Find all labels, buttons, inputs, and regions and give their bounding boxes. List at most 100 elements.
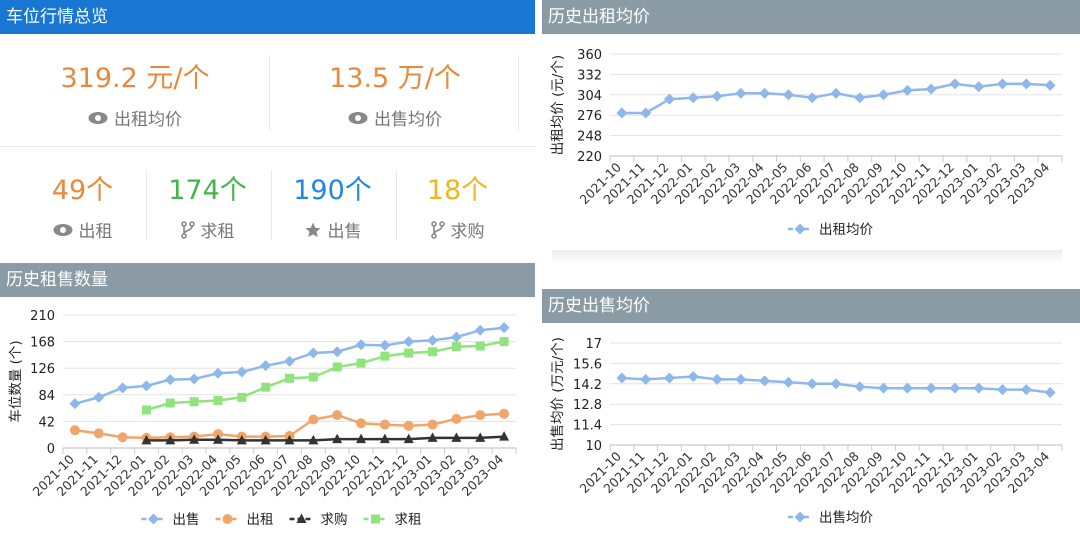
wanted-buy-count-stat[interactable]: 18个 求购 (395, 168, 520, 242)
data-point (308, 414, 319, 425)
data-point (735, 373, 747, 385)
data-point (663, 93, 675, 105)
series-line (146, 340, 505, 412)
data-point (711, 373, 723, 385)
data-point (474, 324, 486, 336)
y-tick-label: 10 (585, 439, 602, 454)
data-point (973, 81, 985, 93)
data-point (427, 419, 438, 430)
data-point (475, 341, 485, 351)
y-tick-label: 14.2 (573, 378, 602, 393)
y-tick-label: 42 (38, 415, 55, 430)
data-point (806, 378, 818, 390)
y-axis-label: 车位数量 (个) (7, 340, 24, 422)
y-tick-label: 220 (577, 150, 602, 165)
legend-marker (794, 223, 806, 235)
y-tick-label: 11.4 (573, 419, 602, 434)
data-point (284, 355, 295, 367)
data-point (403, 420, 414, 431)
y-tick-label: 360 (577, 48, 602, 63)
data-point (616, 107, 628, 119)
legend-label: 出租 (247, 512, 274, 528)
y-tick-label: 276 (577, 109, 602, 124)
data-point (332, 410, 343, 421)
sale-average-value: 13.5 万/个 (329, 63, 461, 94)
divider (271, 170, 272, 240)
rent-average-value: 319.2 元/个 (60, 63, 210, 94)
overview-panel: 车位行情总览 319.2 元/个 出租均价 13.5 万/个 出售均价 49个 … (0, 0, 535, 260)
data-point (901, 382, 913, 394)
rent-average-stat[interactable]: 319.2 元/个 出租均价 (30, 56, 240, 130)
data-point (997, 384, 1009, 396)
data-point (854, 381, 866, 393)
data-point (141, 405, 151, 415)
legend-marker (296, 513, 307, 523)
eye-icon (88, 111, 108, 124)
data-point (830, 378, 842, 390)
data-point (451, 432, 462, 442)
sale-average-stat[interactable]: 13.5 万/个 出售均价 (290, 56, 500, 130)
data-point (616, 372, 628, 384)
eye-icon (348, 111, 368, 124)
data-point (427, 432, 438, 442)
data-point (451, 342, 461, 352)
data-point (475, 410, 486, 421)
sale-price-chart: 1011.412.814.215.6172021-102021-112021-1… (550, 337, 1063, 526)
legend-marker (222, 514, 233, 524)
fork-icon (180, 220, 195, 239)
series-line (146, 435, 505, 442)
volume-title: 历史租售数量 (0, 263, 535, 297)
data-point (403, 336, 415, 348)
data-point (735, 87, 747, 99)
data-point (212, 429, 223, 440)
data-point (356, 433, 367, 444)
data-point (69, 425, 80, 436)
wanted-buy-count-value: 18个 (426, 175, 489, 206)
data-point (782, 89, 794, 101)
panel-shadow (552, 250, 1062, 264)
sale-average-label: 出售均价 (374, 110, 442, 130)
rent-count-value: 49个 (51, 175, 114, 206)
y-tick-label: 17 (585, 337, 602, 352)
data-point (427, 334, 439, 346)
divider (396, 170, 397, 240)
data-point (285, 373, 294, 383)
data-point (499, 431, 510, 441)
data-point (332, 362, 342, 372)
data-point (1020, 384, 1032, 396)
data-point (355, 339, 367, 351)
legend-label: 出售均价 (819, 510, 873, 526)
wanted-rent-count-stat[interactable]: 174个 求租 (145, 168, 270, 242)
data-point (878, 382, 890, 394)
data-point (450, 331, 462, 343)
data-point (379, 339, 391, 351)
data-point (332, 433, 343, 444)
rent-count-stat[interactable]: 49个 出租 (20, 168, 145, 242)
legend-label: 求购 (321, 512, 348, 528)
volume-panel: 历史租售数量 0 42 84 126 168 210 2021-10 2021-11 2021-… (0, 263, 535, 547)
rent-price-panel: 历史出租均价 220 248 276 304 332 360 2021-10 2021-11 2… (542, 0, 1080, 250)
data-point (212, 367, 224, 379)
y-tick-label: 248 (577, 130, 602, 145)
data-point (188, 373, 200, 385)
sale-count-stat[interactable]: 190个 出售 (270, 168, 395, 242)
y-tick-label: 210 (30, 309, 55, 324)
data-point (404, 348, 414, 358)
rent-average-label: 出租均价 (114, 110, 182, 130)
data-point (189, 434, 200, 444)
data-point (165, 398, 175, 408)
star-icon (305, 222, 320, 237)
data-point (213, 396, 223, 405)
data-point (69, 398, 81, 410)
data-point (356, 418, 367, 429)
legend-marker (371, 514, 380, 524)
data-point (379, 419, 390, 430)
data-point (307, 347, 319, 359)
sale-price-title: 历史出售均价 (542, 289, 1080, 323)
y-tick-label: 15.6 (573, 357, 602, 372)
rent-price-chart: 2202482763043323602021-102021-112021-122… (550, 48, 1063, 238)
data-point (925, 382, 937, 394)
y-axis-label: 出售均价 (万元/个) (550, 337, 566, 451)
data-point (711, 90, 723, 102)
legend-marker (148, 513, 159, 525)
